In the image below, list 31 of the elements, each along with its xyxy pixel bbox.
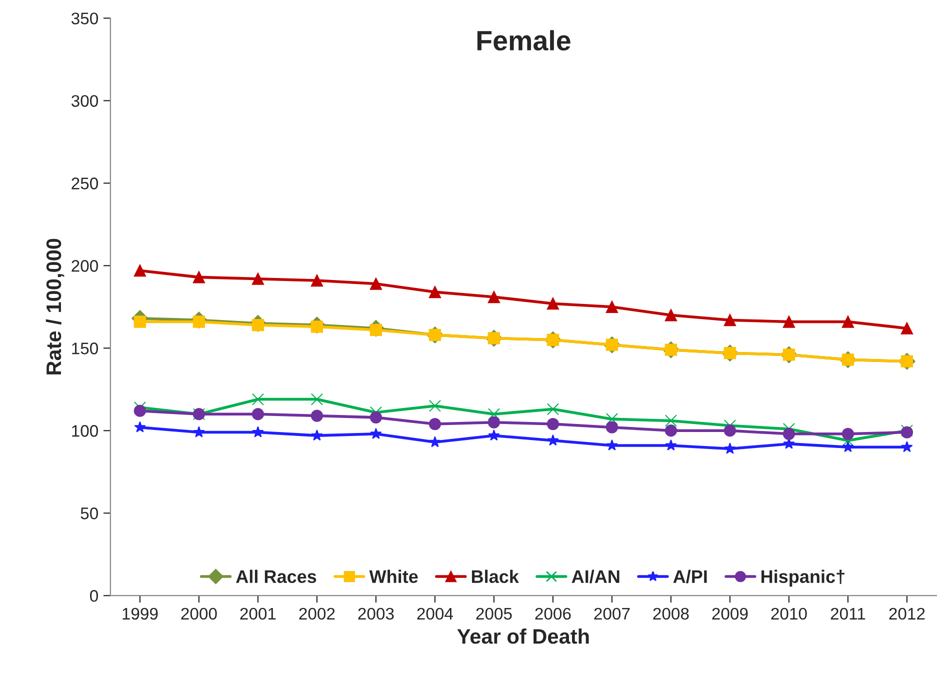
y-tick-label: 100 xyxy=(72,425,98,437)
x-tick-label: 2002 xyxy=(299,608,335,620)
y-tick-label: 50 xyxy=(80,508,98,520)
y-tick-label: 200 xyxy=(72,260,98,272)
y-tick-label: 350 xyxy=(71,12,98,24)
y-tick-label: 0 xyxy=(90,590,98,602)
x-tick-label: 2001 xyxy=(240,608,276,620)
x-tick-label: 2010 xyxy=(771,608,807,620)
x-tick-label: 2008 xyxy=(653,608,689,620)
x-tick-label: 2007 xyxy=(594,608,630,620)
x-tick-label: 2011 xyxy=(830,608,866,620)
y-tick-label: 300 xyxy=(71,95,98,107)
legend-label: Hispanic† xyxy=(762,570,844,587)
x-tick-label: 1999 xyxy=(122,608,158,620)
x-tick-label: 2004 xyxy=(417,608,453,620)
y-tick-label: 150 xyxy=(72,342,98,354)
x-axis-title: Year of Death xyxy=(457,628,589,644)
chart-title: Female xyxy=(477,30,570,51)
legend-label: All Races xyxy=(236,570,316,584)
x-tick-label: 2003 xyxy=(358,608,394,620)
legend-label: A/PI xyxy=(673,570,707,584)
x-tick-label: 2009 xyxy=(712,608,748,620)
legend-label: White xyxy=(369,570,418,584)
y-axis-title: Rate / 100,000 xyxy=(46,238,64,374)
x-tick-label: 2012 xyxy=(889,608,925,620)
legend-label: AI/AN xyxy=(572,570,620,584)
x-tick-label: 2006 xyxy=(535,608,571,620)
x-tick-label: 2000 xyxy=(181,608,217,620)
y-tick-label: 250 xyxy=(72,178,98,190)
x-tick-label: 2005 xyxy=(476,608,512,620)
legend-label: Black xyxy=(472,570,519,584)
